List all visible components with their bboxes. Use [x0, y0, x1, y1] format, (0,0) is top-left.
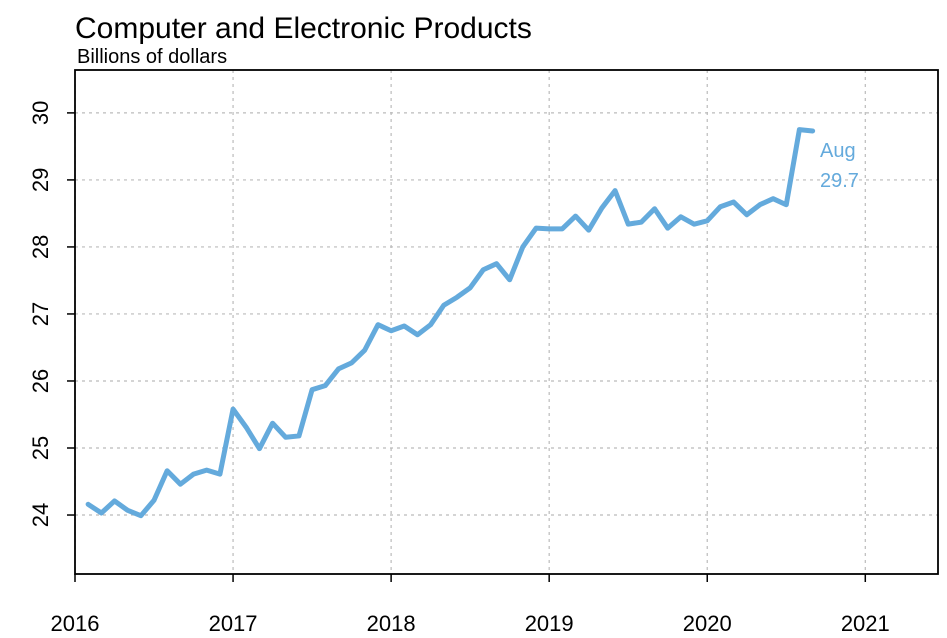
y-tick-label: 28	[28, 235, 53, 259]
marks	[85, 127, 816, 519]
x-tick-label: 2020	[683, 611, 732, 636]
x-tick-label: 2019	[525, 611, 574, 636]
y-tick-label: 27	[28, 302, 53, 326]
y-tick-label: 25	[28, 436, 53, 460]
grid	[74, 70, 938, 574]
x-tick-label: 2016	[51, 611, 100, 636]
y-tick-label: 24	[28, 503, 53, 527]
y-tick-label: 29	[28, 168, 53, 192]
chart-title: Computer and Electronic Products	[75, 12, 532, 45]
x-tick-label: 2017	[209, 611, 258, 636]
y-tick-label: 30	[28, 101, 53, 125]
annotation: 29.7	[820, 170, 859, 192]
chart-subtitle: Billions of dollars	[77, 46, 227, 68]
x-tick-label: 2018	[367, 611, 416, 636]
x-tick-label: 2021	[841, 611, 890, 636]
annotation: Aug	[820, 140, 856, 162]
plot-frame	[74, 69, 939, 575]
line	[85, 127, 816, 519]
y-tick-label: 26	[28, 369, 53, 393]
